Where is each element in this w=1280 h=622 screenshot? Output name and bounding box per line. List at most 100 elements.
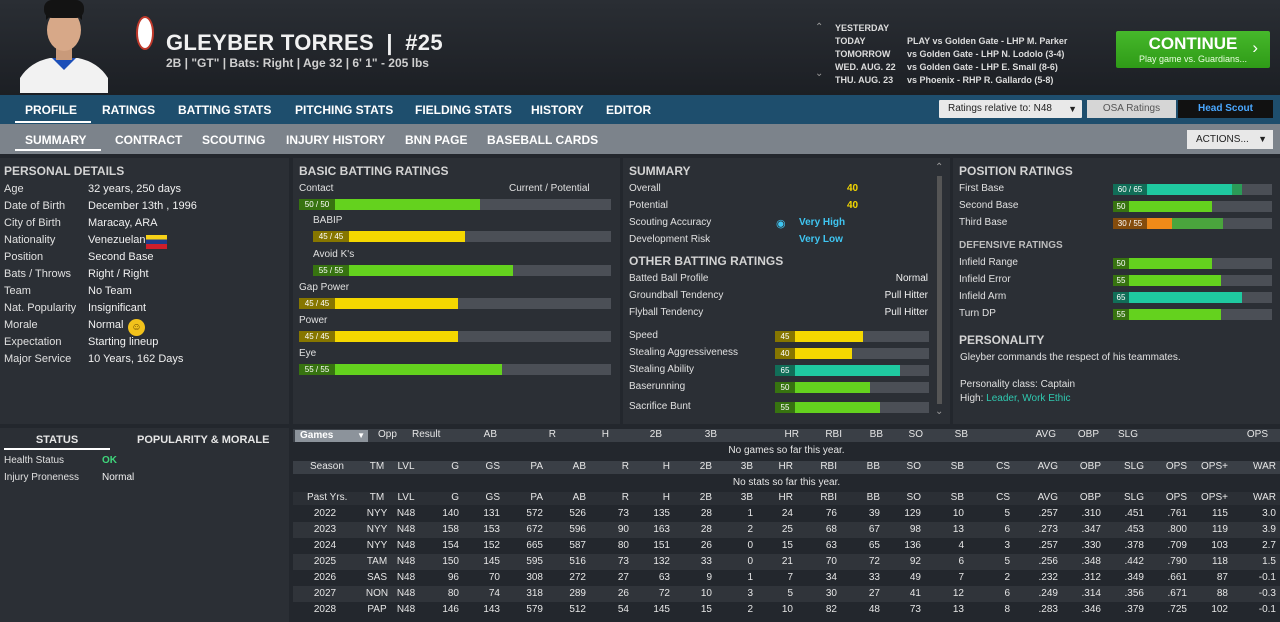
defense-rating-0-value: 50 (1113, 258, 1129, 269)
season-2024-cell-17: .257 (1038, 540, 1058, 551)
season-col-12: RBI (820, 461, 837, 472)
actions-dropdown[interactable]: ACTIONS... ▼ (1187, 130, 1273, 149)
tab-status[interactable]: STATUS (4, 432, 110, 450)
speed-rating-1-bar: 40 (775, 348, 929, 359)
summary-scrollbar[interactable] (937, 176, 942, 404)
season-col-3: G (451, 461, 459, 472)
other-value-2: Pull Hitter (884, 307, 928, 318)
season-2028-cell-1: PAP (367, 604, 387, 615)
schedule-row[interactable]: THU. AUG. 23 vs Phoenix - RHP R. Gallardo… (835, 74, 1067, 87)
season-2025-cell-9: 33 (700, 556, 712, 567)
season-row (293, 586, 1280, 602)
head-scout-button[interactable]: Head Scout (1178, 100, 1273, 118)
past-col-17: AVG (1037, 492, 1058, 503)
batting-rating-2-bar: 55 / 55 (313, 265, 611, 276)
osa-ratings-button[interactable]: OSA Ratings (1087, 100, 1176, 118)
defense-rating-0-bar-fill (1113, 258, 1212, 269)
high-label: High: (960, 393, 984, 404)
past-col-12: RBI (820, 492, 837, 503)
tab-bnn-page[interactable]: BNN PAGE (405, 133, 468, 147)
defense-label-1: Infield Error (959, 274, 1011, 285)
season-2028-cell-6: 512 (569, 604, 586, 615)
season-2023-cell-6: 596 (569, 524, 586, 535)
continue-button[interactable]: CONTINUE Play game vs. Guardians... › (1116, 31, 1270, 68)
schedule-row[interactable]: TODAY PLAY vs Golden Gate - LHP M. Parker (835, 35, 1067, 48)
tab-summary[interactable]: SUMMARY (15, 133, 101, 151)
season-2023-cell-1: NYY (366, 524, 388, 535)
season-2025-cell-12: 70 (825, 556, 837, 567)
schedule-row[interactable]: YESTERDAY (835, 22, 1067, 35)
speed-label-0: Speed (629, 330, 658, 341)
games-dropdown[interactable]: Games ▼ (295, 430, 368, 442)
season-2027-cell-17: .249 (1038, 588, 1058, 599)
defense-rating-1-bar: 55 (1113, 275, 1272, 286)
tab-ratings[interactable]: RATINGS (102, 103, 156, 117)
season-2028-cell-7: 54 (617, 604, 629, 615)
past-col-21: OPS+ (1201, 492, 1228, 503)
past-col-18: OBP (1079, 492, 1101, 503)
season-2022-cell-22: 3.0 (1262, 508, 1276, 519)
season-2028-cell-16: 8 (1004, 604, 1010, 615)
schedule-row[interactable]: WED. AUG. 22 vs Golden Gate - LHP E. Smal… (835, 61, 1067, 74)
tab-fielding-stats[interactable]: FIELDING STATS (415, 103, 512, 117)
season-2024-cell-16: 3 (1004, 540, 1010, 551)
season-2024-cell-9: 26 (700, 540, 712, 551)
season-2024-cell-18: .330 (1081, 540, 1101, 551)
tab-baseball-cards[interactable]: BASEBALL CARDS (487, 133, 599, 147)
scroll-up-icon[interactable]: ⌃ (935, 162, 944, 173)
tab-pitching-stats[interactable]: PITCHING STATS (295, 103, 394, 117)
ratings-relative-select[interactable]: Ratings relative to: N48 ▼ (939, 100, 1082, 118)
schedule-game: vs Phoenix - RHP R. Gallardo (5-8) (907, 75, 1054, 85)
season-2025-cell-8: 132 (653, 556, 670, 567)
tab-editor[interactable]: EDITOR (606, 103, 652, 117)
schedule-down-icon[interactable]: ⌄ (815, 68, 824, 79)
tab-history[interactable]: HISTORY (531, 103, 584, 117)
season-2024-cell-4: 152 (483, 540, 500, 551)
health-status-label: Health Status (4, 455, 65, 466)
season-header-row (293, 461, 1280, 474)
schedule-day: TOMORROW (835, 49, 891, 59)
speed-label-2: Stealing Ability (629, 364, 695, 375)
tab-contract[interactable]: CONTRACT (115, 133, 183, 147)
season-col-8: H (662, 461, 670, 472)
past-col-1: TM (369, 492, 385, 503)
games-col-8: RBI (825, 429, 842, 440)
personal-value-1: December 13th , 1996 (88, 200, 197, 212)
season-2022-cell-20: .761 (1167, 508, 1187, 519)
season-2027-cell-4: 74 (488, 588, 500, 599)
personal-value-0: 32 years, 250 days (88, 183, 181, 195)
tab-injury-history[interactable]: INJURY HISTORY (286, 133, 386, 147)
games-col-5: 2B (649, 429, 662, 440)
schedule-up-icon[interactable]: ⌃ (815, 22, 824, 33)
position-rating-0-value: 60 / 65 (1113, 184, 1147, 195)
tab-scouting[interactable]: SCOUTING (202, 133, 266, 147)
schedule-game: PLAY vs Golden Gate - LHP M. Parker (907, 36, 1068, 46)
tab-batting-stats[interactable]: BATTING STATS (178, 103, 272, 117)
schedule-row[interactable]: TOMORROW vs Golden Gate - LHP N. Lodolo (… (835, 48, 1067, 61)
main-tab-bar: PROFILE RATINGS BATTING STATS PITCHING S… (0, 95, 1280, 124)
batting-rating-3-bar-fill (299, 298, 459, 309)
season-2025-cell-22: 1.5 (1262, 556, 1276, 567)
chevron-right-icon: › (1252, 38, 1258, 57)
games-col-6: 3B (704, 429, 717, 440)
player-name: GLEYBER TORRES | #25 (166, 30, 443, 56)
season-2024-cell-13: 65 (868, 540, 880, 551)
scroll-down-icon[interactable]: ⌄ (935, 406, 944, 417)
tab-profile[interactable]: PROFILE (14, 103, 92, 123)
personality-title: PERSONALITY (959, 333, 1045, 347)
season-2024-cell-11: 15 (781, 540, 793, 551)
past-col-15: SB (950, 492, 964, 503)
defense-label-3: Turn DP (959, 308, 996, 319)
position-rating-2-bar: 30 / 55 (1113, 218, 1272, 229)
season-2028-cell-18: .346 (1081, 604, 1101, 615)
season-2022-cell-10: 1 (747, 508, 753, 519)
batting-label-4: Power (299, 315, 328, 326)
speed-rating-0-value: 45 (775, 331, 795, 342)
season-2025-cell-19: .442 (1124, 556, 1144, 567)
tab-popularity-morale[interactable]: POPULARITY & MORALE (137, 434, 270, 446)
personal-details-title: PERSONAL DETAILS (4, 164, 125, 178)
binoculars-icon: ◉ (776, 218, 786, 230)
season-2024-cell-6: 587 (569, 540, 586, 551)
season-2026-cell-20: .661 (1167, 572, 1187, 583)
season-col-19: SLG (1123, 461, 1144, 472)
